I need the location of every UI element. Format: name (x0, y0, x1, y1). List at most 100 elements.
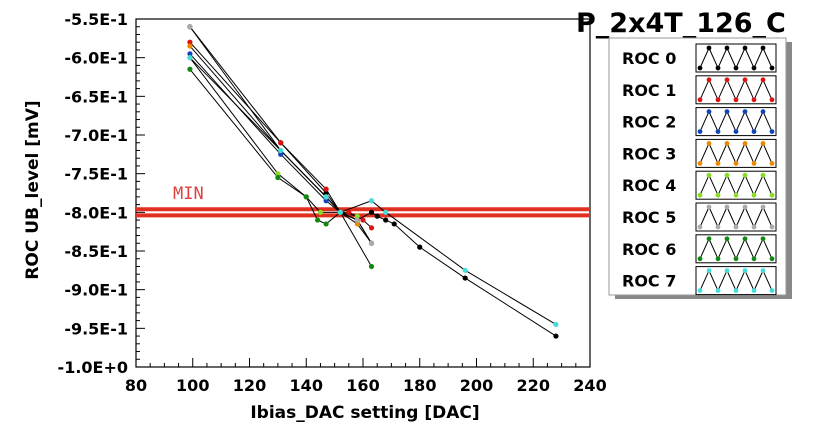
legend-marker-2 (697, 129, 703, 135)
point-5-0 (187, 24, 193, 30)
legend-marker-1 (697, 97, 703, 103)
point-1-7 (368, 225, 375, 231)
legend-marker-5 (742, 204, 748, 210)
x-tick-label: 240 (573, 376, 606, 395)
point-6-3 (315, 217, 321, 223)
point-2-2 (323, 198, 329, 204)
legend-marker-1 (706, 77, 712, 83)
series-line-7 (189, 57, 557, 325)
point-7-3 (337, 209, 343, 215)
legend-marker-4 (715, 192, 721, 198)
point-0-7 (383, 217, 389, 223)
legend-marker-6 (742, 236, 748, 242)
y-axis-title: ROC UB_level [mV] (23, 100, 43, 279)
legend-marker-1 (769, 97, 775, 103)
point-0-8 (391, 221, 397, 227)
point-1-0 (187, 39, 193, 45)
y-tick-label: -8.0E-1 (64, 203, 128, 222)
legend-marker-4 (697, 192, 703, 198)
legend-marker-6 (715, 256, 721, 262)
point-6-4 (323, 221, 329, 227)
legend-marker-5 (733, 224, 739, 230)
legend-marker-0 (724, 45, 730, 51)
legend-marker-2 (769, 129, 775, 135)
legend-marker-1 (760, 77, 766, 83)
x-tick-label: 180 (403, 376, 436, 395)
legend-label-4: ROC 4 (622, 176, 676, 195)
legend-marker-3 (733, 161, 739, 166)
legend-marker-3 (724, 141, 730, 146)
legend-marker-6 (733, 256, 739, 262)
legend-marker-0 (733, 65, 739, 71)
point-7-7 (553, 321, 559, 328)
legend-marker-3 (769, 161, 775, 166)
y-tick-label: -9.5E-1 (64, 319, 128, 338)
point-7-5 (383, 209, 389, 215)
x-axis-title: Ibias_DAC setting [DAC] (250, 403, 479, 423)
point-2-1 (278, 151, 284, 157)
legend-marker-5 (697, 224, 703, 230)
legend: ROC 0 ROC 1 ROC 2 ROC 3 ROC 4 ROC 5 ROC 6 ROC 7 (622, 43, 777, 296)
legend-marker-0 (706, 45, 712, 51)
point-1-1 (278, 140, 284, 146)
legend-marker-6 (760, 236, 766, 242)
legend-marker-6 (751, 256, 757, 262)
legend-marker-1 (751, 97, 757, 103)
legend-marker-7 (733, 288, 739, 293)
y-tick-label: -8.5E-1 (64, 242, 128, 261)
legend-label-2: ROC 2 (622, 113, 676, 132)
point-1-6 (360, 217, 366, 223)
point-7-6 (462, 267, 468, 273)
legend-marker-1 (715, 97, 721, 103)
legend-marker-2 (751, 129, 757, 135)
legend-marker-5 (751, 224, 757, 230)
legend-marker-5 (715, 224, 721, 230)
min-label: MIN (173, 184, 204, 204)
point-6-1 (275, 174, 281, 181)
legend-marker-4 (724, 172, 730, 178)
legend-marker-3 (751, 161, 757, 166)
point-1-4 (346, 209, 352, 215)
legend-marker-6 (706, 236, 712, 242)
legend-label-7: ROC 7 (622, 272, 676, 291)
x-tick-label: 220 (517, 376, 550, 395)
legend-marker-6 (724, 236, 730, 242)
legend-marker-4 (733, 192, 739, 198)
legend-marker-3 (697, 161, 703, 166)
y-tick-label: -1.0E+0 (58, 358, 128, 377)
point-1-2 (323, 186, 329, 192)
legend-marker-7 (760, 268, 766, 273)
legend-marker-7 (769, 288, 775, 293)
point-7-0 (187, 55, 193, 61)
legend-marker-6 (769, 256, 775, 262)
legend-marker-6 (697, 256, 703, 262)
legend-marker-4 (742, 172, 748, 178)
legend-marker-7 (715, 288, 721, 293)
point-6-0 (187, 66, 193, 72)
legend-label-0: ROC 0 (622, 49, 676, 68)
chart-title: P_2x4T_126_C (576, 8, 786, 39)
legend-marker-3 (742, 141, 748, 146)
point-3-0 (187, 43, 193, 49)
x-tick-label: 80 (125, 376, 147, 395)
point-7-2 (323, 194, 329, 200)
y-tick-label: -5.5E-1 (64, 10, 128, 29)
y-tick-label: -7.0E-1 (64, 126, 128, 145)
legend-marker-5 (706, 204, 712, 210)
legend-marker-5 (769, 224, 775, 230)
x-tick-label: 120 (233, 376, 266, 395)
y-tick-label: -6.0E-1 (64, 49, 128, 68)
legend-marker-7 (724, 268, 730, 273)
legend-marker-0 (751, 65, 757, 71)
series-line-0 (189, 26, 557, 337)
legend-marker-0 (760, 45, 766, 51)
axis-ticks: 80 100 120 140 160 180 200 220 240 -5.5E-1 -6.0E-1… (58, 10, 607, 395)
y-tick-label: -9.0E-1 (64, 281, 128, 300)
x-tick-label: 160 (346, 376, 379, 395)
point-6-2 (303, 194, 309, 200)
legend-marker-2 (715, 129, 721, 135)
y-tick-label: -6.5E-1 (64, 87, 128, 106)
legend-marker-2 (760, 109, 766, 114)
legend-label-3: ROC 3 (622, 144, 676, 163)
point-4-5 (354, 213, 360, 219)
